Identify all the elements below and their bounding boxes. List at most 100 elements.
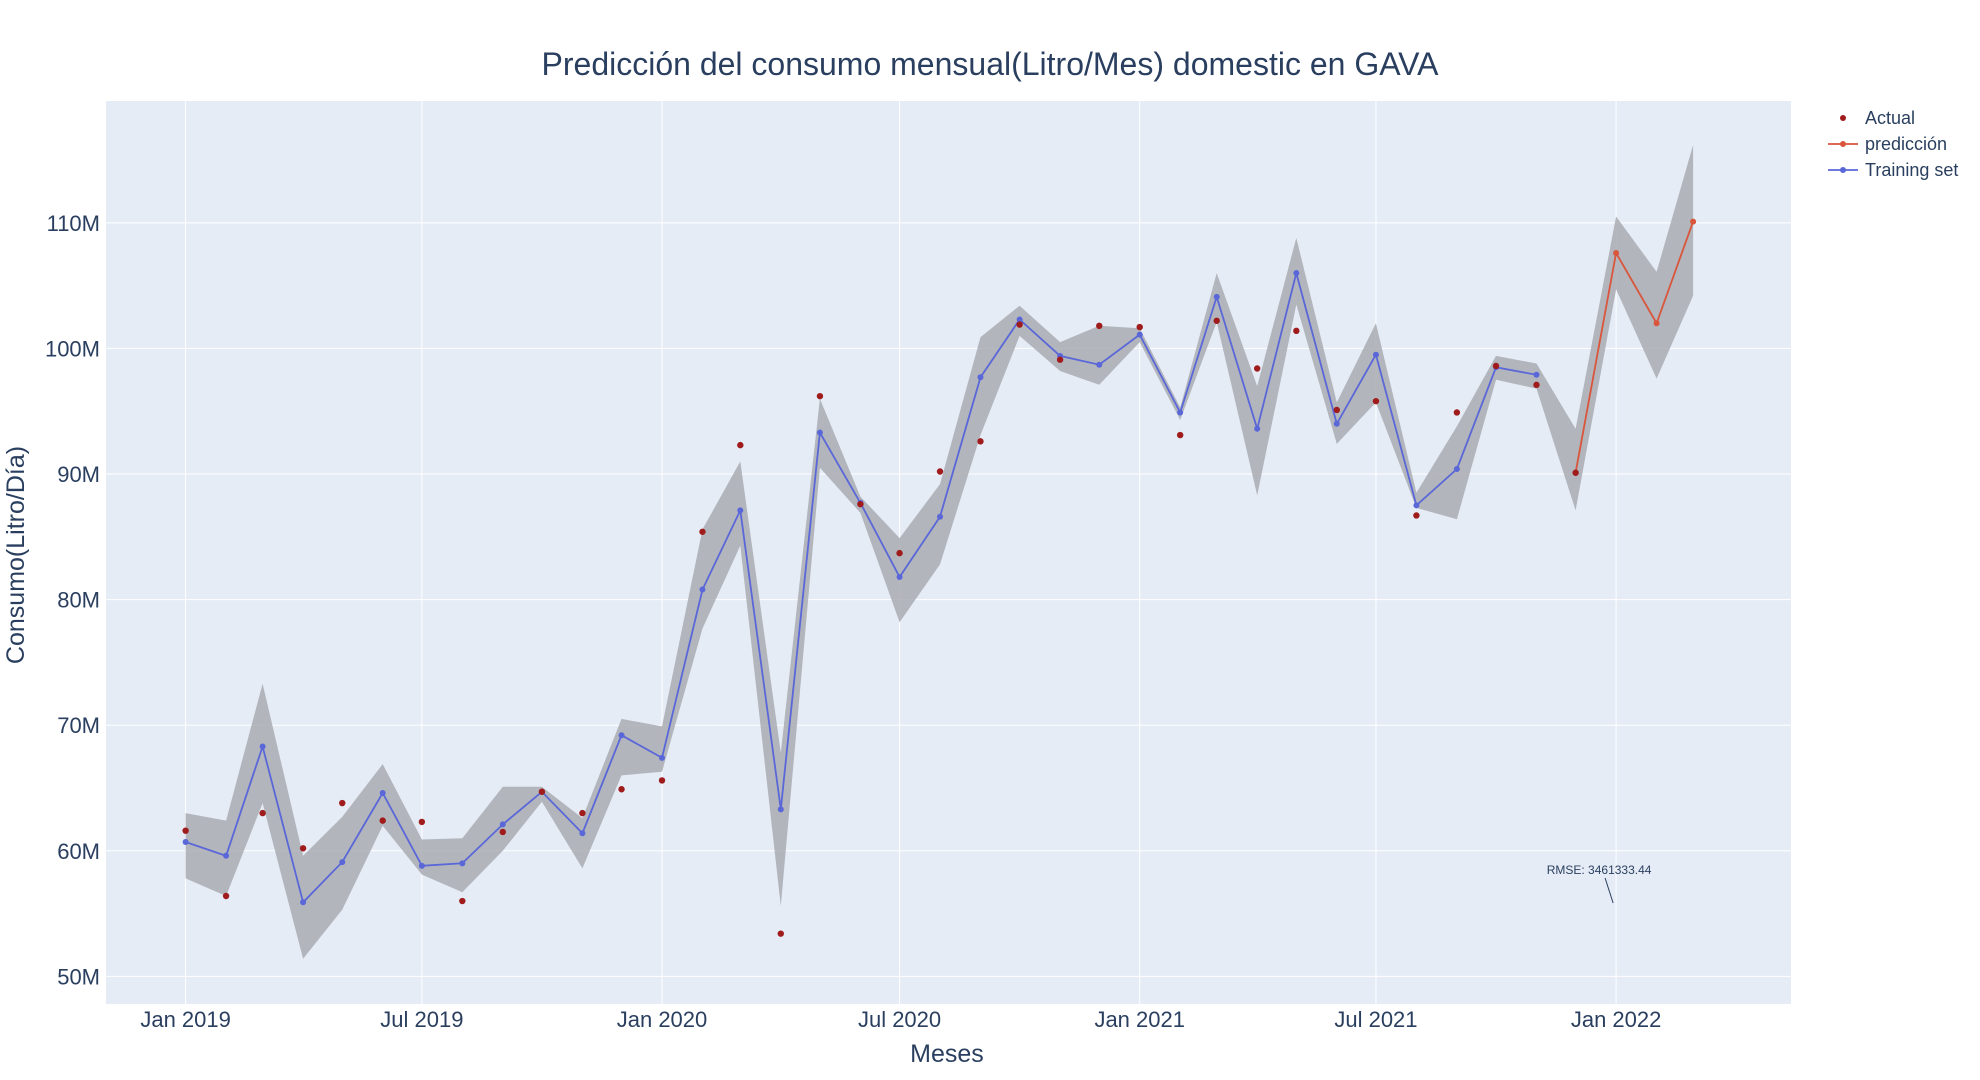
x-tick-label: Jan 2022 — [1571, 1007, 1662, 1032]
legend-swatch-marker — [1840, 115, 1846, 121]
training-point — [1177, 409, 1184, 416]
legend-item-training[interactable]: Training set — [1828, 160, 1958, 180]
y-tick-label: 60M — [57, 839, 100, 864]
training-point — [937, 513, 944, 520]
actual-point — [936, 468, 944, 475]
actual-point — [737, 441, 744, 449]
legend[interactable]: Actual predicción Training set — [1828, 108, 1958, 180]
training-point — [1016, 316, 1023, 323]
plot-area — [106, 101, 1791, 1004]
prediction-point — [1690, 218, 1697, 225]
training-point — [896, 573, 903, 580]
training-point — [418, 862, 425, 869]
training-point — [259, 743, 266, 750]
actual-point — [1333, 406, 1340, 414]
training-point — [1372, 351, 1379, 358]
legend-item-actual[interactable]: Actual — [1840, 108, 1915, 128]
y-tick-label: 100M — [45, 336, 100, 361]
training-point — [659, 754, 666, 761]
y-tick-label: 80M — [57, 588, 100, 613]
actual-point — [816, 392, 824, 400]
x-tick-label: Jan 2019 — [140, 1007, 231, 1032]
training-point — [1413, 502, 1420, 509]
training-point — [300, 899, 307, 906]
training-point — [777, 806, 784, 813]
actual-point — [1016, 321, 1023, 328]
actual-point — [538, 788, 546, 795]
training-point — [977, 374, 984, 381]
training-point — [1533, 371, 1540, 378]
prediction-line — [1574, 221, 1694, 473]
chart-title: Predicción del consumo mensual(Litro/Mes… — [542, 46, 1440, 82]
series-actual — [182, 317, 1579, 937]
y-tick-label: 110M — [47, 211, 100, 236]
actual-point — [459, 897, 466, 905]
y-tick-label: 50M — [57, 964, 100, 989]
actual-point — [1176, 431, 1184, 439]
training-point — [699, 586, 706, 593]
training-point — [1096, 361, 1103, 368]
x-tick-label: Jan 2020 — [617, 1007, 708, 1032]
actual-point — [499, 828, 506, 836]
training-point — [816, 429, 823, 436]
training-point — [618, 732, 625, 739]
training-point — [1293, 270, 1300, 277]
training-point — [182, 838, 189, 845]
actual-point — [1136, 323, 1143, 331]
actual-point — [1572, 469, 1579, 476]
annotation-arrow — [1604, 877, 1614, 904]
actual-point — [1413, 512, 1420, 519]
training-point — [1453, 465, 1460, 472]
actual-point — [618, 786, 625, 793]
prediction-point — [1613, 249, 1620, 256]
actual-point — [299, 845, 307, 852]
actual-point — [977, 438, 984, 445]
y-tick-label: 90M — [57, 462, 100, 487]
actual-point — [182, 827, 189, 834]
actual-point — [1293, 327, 1300, 335]
actual-point — [259, 809, 266, 817]
actual-point — [418, 818, 426, 826]
actual-point — [222, 892, 230, 900]
actual-point — [1372, 397, 1380, 405]
training-point — [459, 860, 466, 867]
y-axis-title: Consumo(Litro/Día) — [2, 446, 30, 664]
training-point — [579, 830, 586, 837]
actual-point — [699, 528, 706, 535]
training-point — [1213, 293, 1220, 300]
actual-point — [1213, 317, 1220, 324]
actual-point — [379, 817, 386, 824]
training-point — [1136, 331, 1143, 338]
actual-point — [339, 799, 346, 807]
legend-label: Actual — [1865, 108, 1915, 128]
actual-point — [1096, 322, 1103, 330]
x-tick-label: Jul 2021 — [1334, 1007, 1417, 1032]
actual-point — [1056, 356, 1064, 363]
actual-point — [1253, 365, 1261, 372]
training-point — [379, 790, 386, 797]
actual-point — [1533, 381, 1540, 389]
training-point — [1254, 425, 1261, 432]
training-point — [223, 852, 230, 859]
actual-point — [1492, 362, 1500, 370]
legend-swatch-marker — [1840, 141, 1846, 147]
actual-point — [658, 777, 666, 784]
actual-point — [857, 500, 864, 508]
training-point — [1333, 420, 1340, 427]
legend-item-prediction[interactable]: predicción — [1828, 134, 1947, 154]
actual-point — [896, 549, 903, 557]
x-tick-label: Jan 2021 — [1094, 1007, 1185, 1032]
y-tick-label: 70M — [57, 713, 100, 738]
annotations: RMSE: 3461333.44 — [1547, 863, 1652, 904]
legend-label: predicción — [1865, 134, 1947, 154]
legend-swatch-marker — [1840, 167, 1846, 173]
plot-background — [106, 101, 1791, 1004]
legend-label: Training set — [1865, 160, 1958, 180]
x-tick-label: Jul 2020 — [858, 1007, 941, 1032]
training-point — [339, 859, 346, 866]
prediction-point — [1653, 320, 1660, 327]
actual-point — [579, 809, 586, 817]
rmse-annotation: RMSE: 3461333.44 — [1547, 863, 1652, 877]
training-point — [499, 821, 506, 828]
